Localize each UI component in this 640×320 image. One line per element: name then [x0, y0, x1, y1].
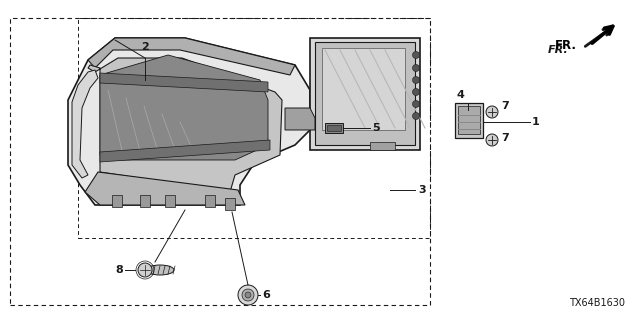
Bar — [458, 106, 480, 134]
Text: 2: 2 — [141, 42, 149, 52]
Circle shape — [413, 76, 419, 84]
Polygon shape — [285, 108, 315, 130]
Circle shape — [138, 263, 152, 277]
Polygon shape — [88, 58, 282, 192]
Text: 8: 8 — [115, 265, 123, 275]
Circle shape — [486, 106, 498, 118]
Bar — [10, 18, 430, 305]
Text: 7: 7 — [501, 101, 509, 111]
Circle shape — [413, 65, 419, 71]
Bar — [165, 195, 175, 207]
Polygon shape — [322, 48, 405, 130]
Bar — [205, 195, 215, 207]
Text: 1: 1 — [532, 117, 540, 127]
Ellipse shape — [146, 265, 174, 275]
Bar — [140, 195, 150, 207]
Text: 7: 7 — [501, 133, 509, 143]
Polygon shape — [88, 38, 295, 75]
Bar — [370, 142, 395, 150]
Circle shape — [413, 52, 419, 59]
Circle shape — [413, 100, 419, 108]
Polygon shape — [315, 42, 415, 145]
Text: 5: 5 — [372, 123, 380, 133]
Text: 3: 3 — [418, 185, 426, 195]
Polygon shape — [100, 73, 268, 92]
Text: 6: 6 — [262, 290, 270, 300]
Polygon shape — [68, 38, 310, 205]
Circle shape — [413, 89, 419, 95]
Bar — [112, 195, 122, 207]
Bar — [78, 18, 430, 238]
Bar — [225, 198, 235, 210]
Text: FR.: FR. — [555, 39, 577, 52]
Bar — [325, 123, 343, 133]
Text: TX64B1630: TX64B1630 — [569, 298, 625, 308]
Text: FR.: FR. — [548, 45, 569, 55]
Bar — [455, 103, 483, 138]
Polygon shape — [85, 172, 245, 205]
Text: 4: 4 — [456, 90, 464, 100]
Circle shape — [238, 285, 258, 305]
Bar — [327, 125, 341, 131]
Circle shape — [245, 292, 251, 298]
Circle shape — [413, 113, 419, 119]
Polygon shape — [310, 38, 420, 150]
Circle shape — [486, 134, 498, 146]
Polygon shape — [100, 55, 268, 160]
Polygon shape — [72, 70, 98, 178]
Polygon shape — [100, 140, 270, 162]
Circle shape — [242, 289, 254, 301]
